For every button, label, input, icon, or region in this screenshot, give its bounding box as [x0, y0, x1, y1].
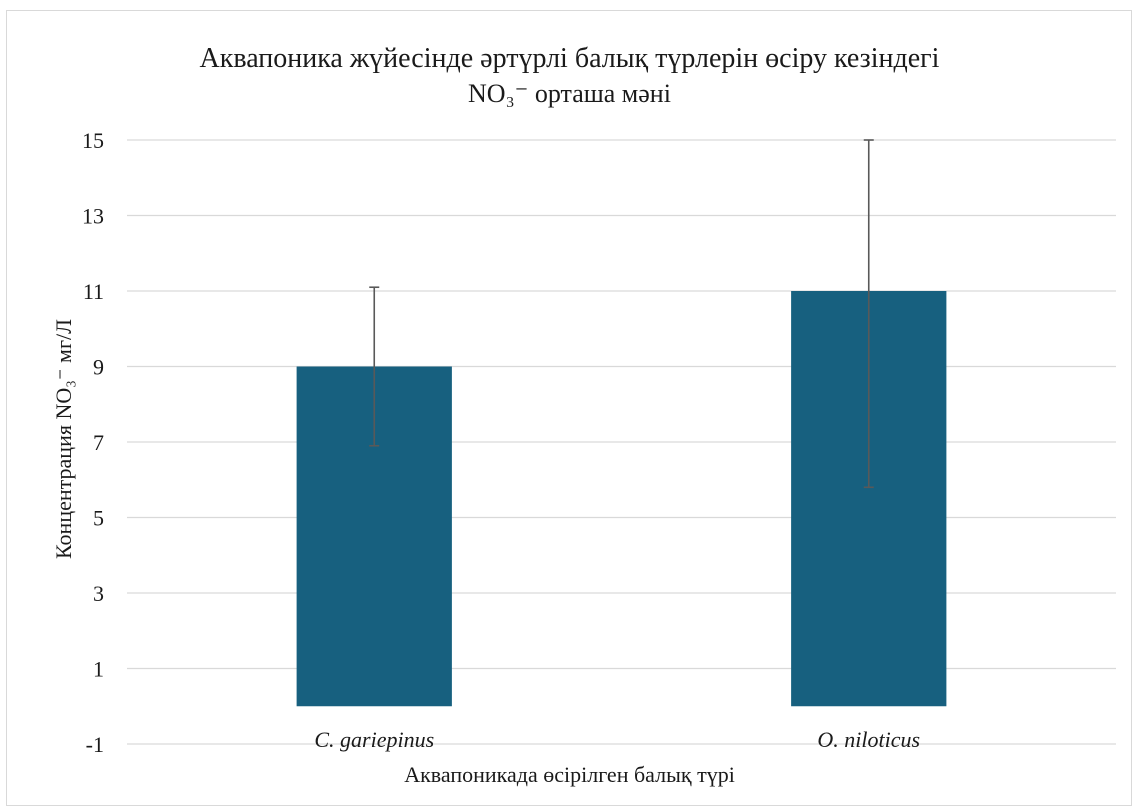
chart-title: Аквапоника жүйесінде әртүрлі балық түрле…	[199, 43, 940, 74]
y-tick-label: 1	[93, 657, 104, 682]
y-tick-label: 11	[83, 279, 104, 304]
y-tick-label: 15	[82, 128, 104, 153]
y-tick-label: -1	[86, 732, 104, 757]
y-tick-label: 7	[93, 430, 104, 455]
x-category-label: C. gariepinus	[314, 727, 434, 752]
x-axis-label: Аквапоникада өсірілген балық түрі	[404, 762, 735, 787]
chart-subtitle: NO₃⁻ орташа мәні	[468, 79, 671, 108]
x-category-label: O. niloticus	[817, 727, 920, 752]
y-tick-label: 13	[82, 204, 104, 229]
y-tick-label: 9	[93, 355, 104, 380]
y-tick-label: 5	[93, 506, 104, 531]
y-tick-label: 3	[93, 581, 104, 606]
